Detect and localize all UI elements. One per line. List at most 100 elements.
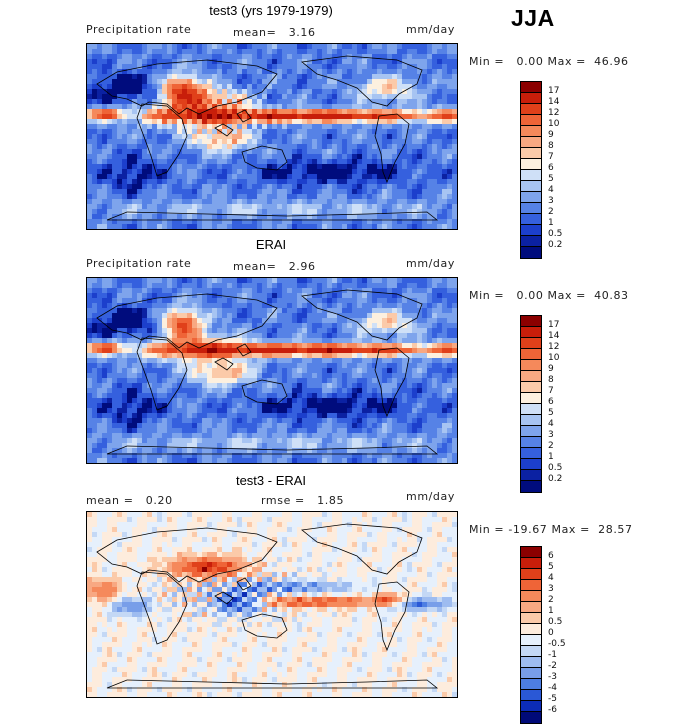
map-cell (152, 174, 158, 180)
map-cell (207, 44, 213, 50)
map-cell (307, 413, 313, 419)
map-cell (112, 44, 118, 50)
map-cell (347, 184, 353, 190)
map-cell (252, 373, 258, 379)
map-cell (102, 423, 108, 429)
map-cell (277, 303, 283, 309)
map-cell (407, 328, 413, 334)
map-cell (222, 94, 228, 100)
map-cell (382, 69, 388, 75)
map-cell (452, 214, 457, 220)
map-cell (297, 403, 303, 409)
map-cell (192, 84, 198, 90)
map-cell (372, 44, 378, 50)
map-cell (412, 214, 418, 220)
map-cell (172, 383, 178, 389)
map-cell (412, 308, 418, 314)
map-cell (287, 358, 293, 364)
map-cell (167, 363, 173, 369)
map-cell (437, 174, 443, 180)
map-cell (232, 204, 238, 210)
map-cell (232, 194, 238, 200)
map-cell (172, 89, 178, 95)
map-cell (432, 219, 438, 225)
map-cell (162, 174, 168, 180)
map-cell (382, 54, 388, 60)
map-cell (222, 144, 228, 150)
map-cell (382, 298, 388, 304)
map-cell (312, 64, 318, 70)
map-cell (382, 204, 388, 210)
map-cell (227, 104, 233, 110)
map-cell (287, 398, 293, 404)
map-cell (242, 49, 248, 55)
map-cell (447, 159, 453, 165)
map-cell (162, 129, 168, 135)
map-cell (227, 144, 233, 150)
map-cell (217, 184, 223, 190)
map-cell (442, 184, 448, 190)
map-cell (317, 69, 323, 75)
map-cell (177, 283, 183, 289)
map-cell (382, 109, 388, 115)
map-cell (207, 313, 213, 319)
map-cell (292, 144, 298, 150)
map-cell (302, 194, 308, 200)
map-cell (167, 149, 173, 155)
map-cell (197, 204, 203, 210)
map-cell (347, 358, 353, 364)
map-cell (377, 44, 383, 50)
map-cell (312, 124, 318, 130)
map-cell (327, 144, 333, 150)
map-cell (307, 99, 313, 105)
map-cell (352, 383, 358, 389)
map-cell (177, 154, 183, 160)
map-cell (167, 323, 173, 329)
map-cell (112, 104, 118, 110)
map-cell (222, 199, 228, 205)
map-cell (97, 84, 103, 90)
map-cell (212, 313, 218, 319)
map-cell (172, 154, 178, 160)
map-cell (147, 313, 153, 319)
map-cell (147, 124, 153, 130)
map-cell (137, 368, 143, 374)
map-cell (127, 184, 133, 190)
map-cell (232, 368, 238, 374)
map-cell (122, 338, 128, 344)
map-cell (147, 224, 153, 229)
map-cell (427, 49, 433, 55)
map-cell (212, 318, 218, 324)
map-cell (317, 343, 323, 349)
map-cell (132, 298, 138, 304)
map-cell (292, 184, 298, 190)
map-cell (432, 124, 438, 130)
map-cell (347, 408, 353, 414)
map-cell (297, 179, 303, 185)
map-cell (352, 209, 358, 215)
map-cell (92, 99, 98, 105)
map-cell (452, 204, 457, 210)
map-cell (367, 288, 373, 294)
map-cell (277, 328, 283, 334)
map-cell (207, 109, 213, 115)
map-cell (407, 114, 413, 120)
map-cell (97, 318, 103, 324)
map-cell (382, 368, 388, 374)
map-cell (122, 114, 128, 120)
map-cell (132, 59, 138, 65)
map-cell (127, 408, 133, 414)
map-cell (132, 408, 138, 414)
map-cell (357, 134, 363, 140)
map-cell (277, 219, 283, 225)
colorbar-swatch (521, 225, 541, 236)
map-cell (192, 398, 198, 404)
map-cell (337, 408, 343, 414)
map-cell (402, 204, 408, 210)
map-cell (217, 358, 223, 364)
map-cell (372, 418, 378, 424)
map-cell (112, 209, 118, 215)
map-cell (397, 204, 403, 210)
map-cell (322, 99, 328, 105)
map-cell (127, 189, 133, 195)
